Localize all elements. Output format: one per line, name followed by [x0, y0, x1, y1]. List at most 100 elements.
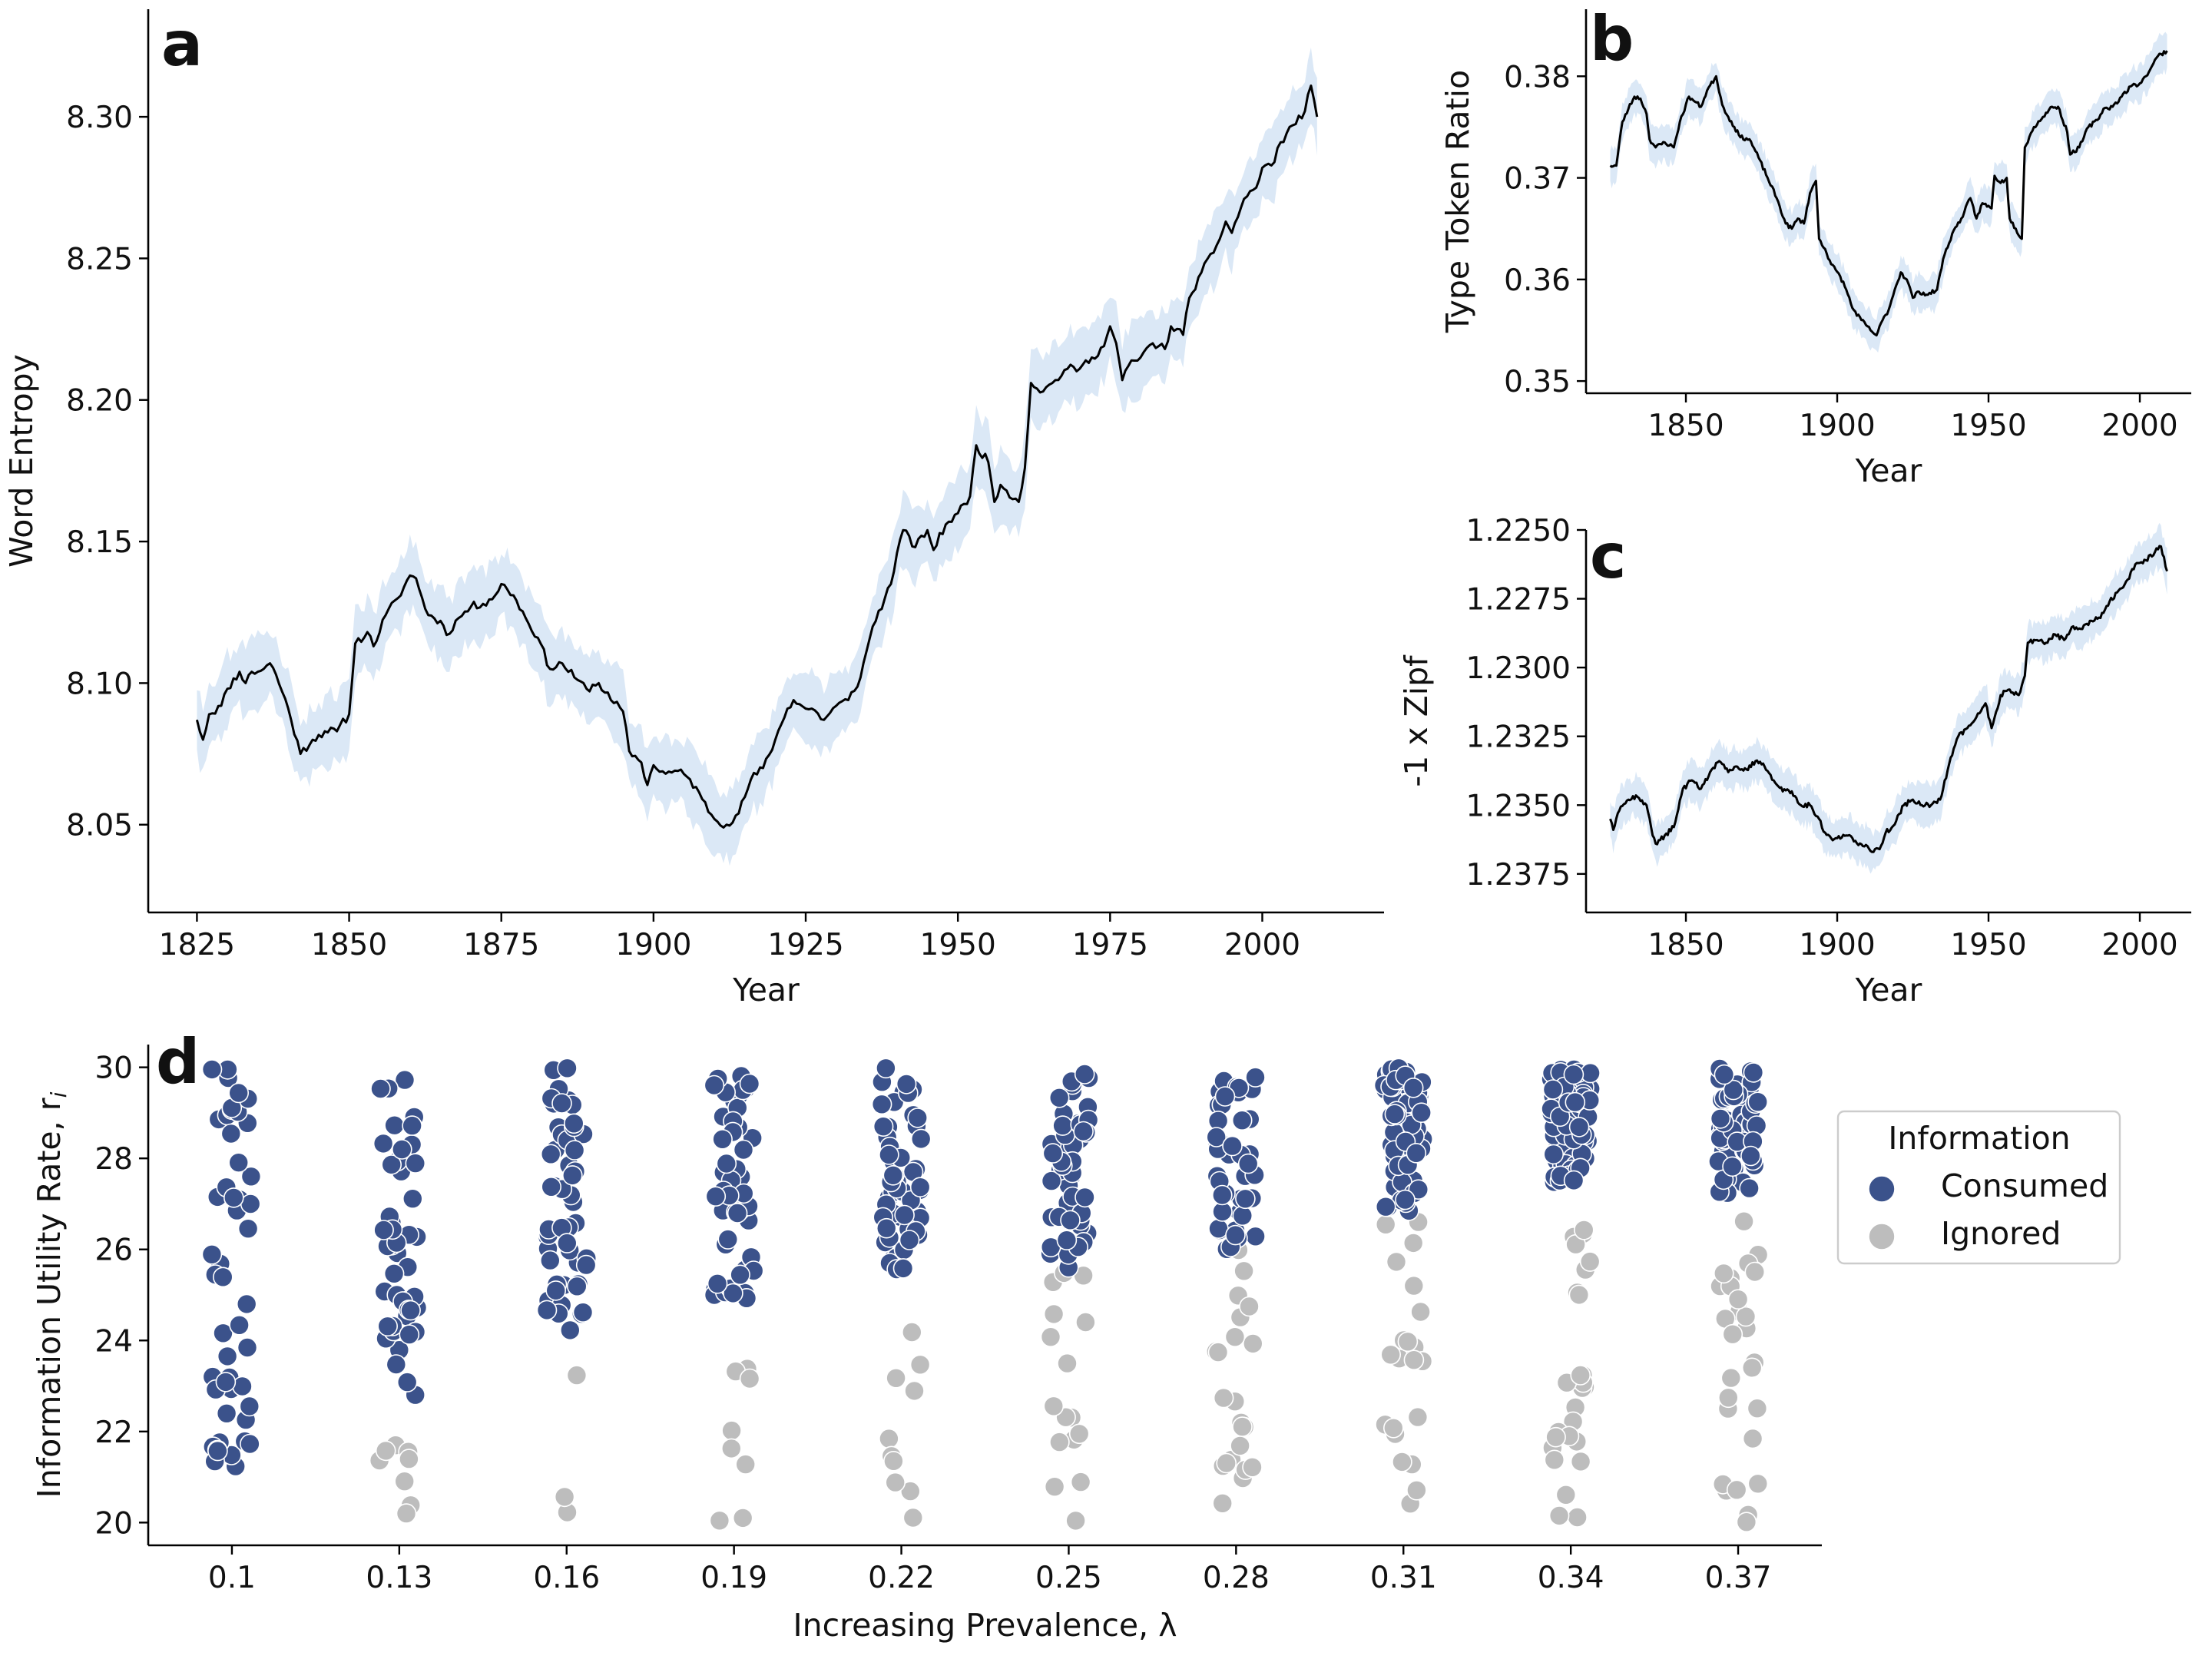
consumed-point: [1739, 1177, 1760, 1199]
confidence-band: [1610, 31, 2167, 353]
x-tick-label-1850: 1850: [1647, 409, 1724, 443]
consumed-point: [391, 1139, 412, 1160]
consumed-point: [1237, 1153, 1259, 1174]
ignored-point: [1720, 1367, 1742, 1389]
y-tick-label-1: 22: [94, 1416, 133, 1450]
consumed-point: [405, 1153, 426, 1174]
consumed-point: [1375, 1196, 1396, 1217]
ignored-point: [399, 1449, 419, 1469]
ignored-point: [1735, 1306, 1757, 1327]
x-tick-label-8: 0.34: [1538, 1561, 1604, 1595]
consumed-point: [557, 1058, 578, 1079]
ignored-point: [879, 1428, 899, 1449]
consumed-point: [1075, 1187, 1095, 1208]
consumed-point: [1041, 1171, 1062, 1191]
x-tick-label-1900: 1900: [1799, 928, 1875, 962]
consumed-point: [1402, 1078, 1424, 1098]
consumed-point: [707, 1273, 728, 1294]
x-tick-label-5: 0.25: [1035, 1561, 1102, 1595]
y-axis-label: -1 x Zipf: [1398, 654, 1435, 787]
consumed-point: [873, 1116, 894, 1137]
x-tick-label-1950: 1950: [1950, 409, 2026, 443]
consumed-point: [539, 1250, 561, 1271]
x-tick-label-1875: 1875: [463, 928, 539, 962]
consumed-point: [1225, 1224, 1246, 1246]
ignored-point: [1406, 1480, 1427, 1501]
x-tick-label-2000: 2000: [1224, 928, 1300, 962]
x-axis-label: Year: [1855, 972, 1922, 1008]
consumed-point: [1214, 1086, 1236, 1107]
consumed-point: [716, 1153, 737, 1174]
panel-label-b: b: [1590, 3, 1634, 75]
ignored-point: [1555, 1485, 1577, 1505]
y-tick-label-1: 1.2275: [1466, 583, 1571, 618]
x-tick-label-2000: 2000: [2101, 928, 2177, 962]
consumed-point: [394, 1069, 416, 1091]
consumed-point: [876, 1058, 896, 1079]
panel-c-zipf: 1850 1900 1950 2000 1.2250 1.2275 1.2300 1.2325…: [1398, 514, 2191, 1008]
x-tick-label-2000: 2000: [2101, 409, 2177, 443]
consumed-point: [572, 1302, 594, 1323]
ignored-point: [739, 1368, 760, 1389]
consumed-point: [1245, 1226, 1266, 1247]
ignored-point: [1410, 1301, 1431, 1323]
ignored-point: [1734, 1210, 1754, 1232]
ignored-point: [1747, 1473, 1769, 1495]
consumed-point: [381, 1154, 402, 1175]
ignored-point: [375, 1440, 396, 1462]
consumed-point: [1723, 1079, 1744, 1101]
ignored-point: [732, 1508, 753, 1528]
consumed-point: [213, 1323, 233, 1344]
consumed-point: [894, 1204, 915, 1226]
ignored-point: [1230, 1435, 1250, 1456]
x-tick-label-1975: 1975: [1072, 928, 1148, 962]
ignored-point: [721, 1420, 742, 1441]
y-tick-label-0: 1.2250: [1466, 514, 1571, 548]
confidence-band: [197, 47, 1317, 866]
ignored-point: [1548, 1505, 1570, 1526]
consumed-point: [892, 1258, 914, 1279]
consumed-point: [1222, 1135, 1243, 1157]
consumed-point: [899, 1230, 920, 1250]
ignored-point: [394, 1471, 416, 1492]
y-tick-label-5: 8.30: [66, 101, 133, 135]
ignored-point: [1392, 1452, 1412, 1472]
ignored-point: [1579, 1251, 1601, 1272]
ignored-point: [886, 1368, 906, 1389]
panel-b-type-token-ratio: 1850 1900 1950 2000 0.35 0.36 0.37 0.38 Year Type…: [1439, 9, 2191, 489]
ignored-point: [1545, 1426, 1566, 1448]
consumed-point: [384, 1114, 405, 1136]
ignored-point: [1402, 1233, 1424, 1253]
consumed-point: [201, 1059, 223, 1080]
consumed-point: [373, 1133, 394, 1154]
ignored-point: [1213, 1387, 1234, 1409]
ignored-point: [566, 1365, 588, 1386]
consumed-point: [1235, 1188, 1256, 1210]
consumed-point: [1048, 1088, 1070, 1108]
ignored-point: [1239, 1296, 1260, 1317]
ignored-point: [735, 1454, 757, 1475]
x-tick-label-1925: 1925: [767, 928, 843, 962]
consumed-point: [566, 1276, 588, 1297]
consumed-point: [1710, 1108, 1731, 1129]
panel-d-utility-scatter: 0.1 0.13 0.16 0.19 0.22 0.25 0.28 0.31 0.34 0.37 2…: [31, 1045, 1822, 1644]
ignored-point: [1040, 1326, 1061, 1347]
x-tick-label-4: 0.22: [868, 1561, 935, 1595]
y-tick-label-2: 8.15: [66, 525, 133, 560]
consumed-point: [1245, 1067, 1266, 1088]
consumed-point: [876, 1217, 897, 1239]
y-axis-label: Type Token Ratio: [1439, 70, 1476, 333]
x-tick-label-1: 0.13: [366, 1561, 432, 1595]
consumed-point: [1056, 1230, 1078, 1250]
y-tick-label-0: 8.05: [66, 809, 133, 843]
ignored-point: [709, 1510, 730, 1532]
panel-a-word-entropy: 1825 1850 1875 1900 1925 1950 1975 2000 8.05 8.10…: [3, 9, 1384, 1008]
ignored-point: [1216, 1452, 1237, 1474]
legend-consumed-marker: [1868, 1175, 1896, 1203]
consumed-point: [1073, 1121, 1094, 1142]
consumed-point: [216, 1403, 237, 1424]
consumed-point: [1563, 1170, 1584, 1191]
ignored-point: [1726, 1479, 1747, 1501]
panel-label-a: a: [161, 8, 203, 80]
y-tick-label-2: 0.37: [1504, 162, 1571, 197]
